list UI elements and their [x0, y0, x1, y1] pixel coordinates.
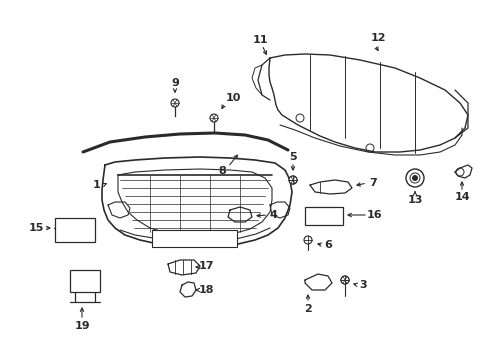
Text: 6: 6: [324, 240, 331, 250]
Circle shape: [365, 144, 373, 152]
Text: 16: 16: [366, 210, 381, 220]
Text: 18: 18: [198, 285, 213, 295]
Text: 17: 17: [198, 261, 213, 271]
Circle shape: [288, 176, 296, 184]
FancyBboxPatch shape: [55, 218, 95, 242]
Text: 3: 3: [359, 280, 366, 290]
Circle shape: [411, 175, 417, 181]
Circle shape: [171, 99, 179, 107]
Text: 19: 19: [74, 321, 90, 331]
Text: 1: 1: [93, 180, 101, 190]
Circle shape: [340, 276, 348, 284]
Text: 10: 10: [225, 93, 240, 103]
FancyBboxPatch shape: [152, 230, 237, 247]
Text: 8: 8: [218, 166, 225, 176]
Circle shape: [62, 225, 68, 231]
Text: 12: 12: [369, 33, 385, 43]
Circle shape: [295, 114, 304, 122]
FancyBboxPatch shape: [70, 270, 100, 292]
Text: 4: 4: [268, 210, 276, 220]
Circle shape: [209, 114, 218, 122]
Text: 13: 13: [407, 195, 422, 205]
Circle shape: [288, 176, 296, 184]
Circle shape: [455, 168, 463, 176]
Text: 9: 9: [171, 78, 179, 88]
Circle shape: [304, 236, 311, 244]
Text: 14: 14: [453, 192, 469, 202]
FancyBboxPatch shape: [305, 207, 342, 225]
Text: 7: 7: [368, 178, 376, 188]
Circle shape: [409, 173, 419, 183]
Text: 11: 11: [252, 35, 267, 45]
Text: 15: 15: [28, 223, 43, 233]
Text: 2: 2: [304, 304, 311, 314]
Circle shape: [82, 225, 88, 231]
Circle shape: [340, 276, 348, 284]
Text: 5: 5: [288, 152, 296, 162]
Circle shape: [405, 169, 423, 187]
